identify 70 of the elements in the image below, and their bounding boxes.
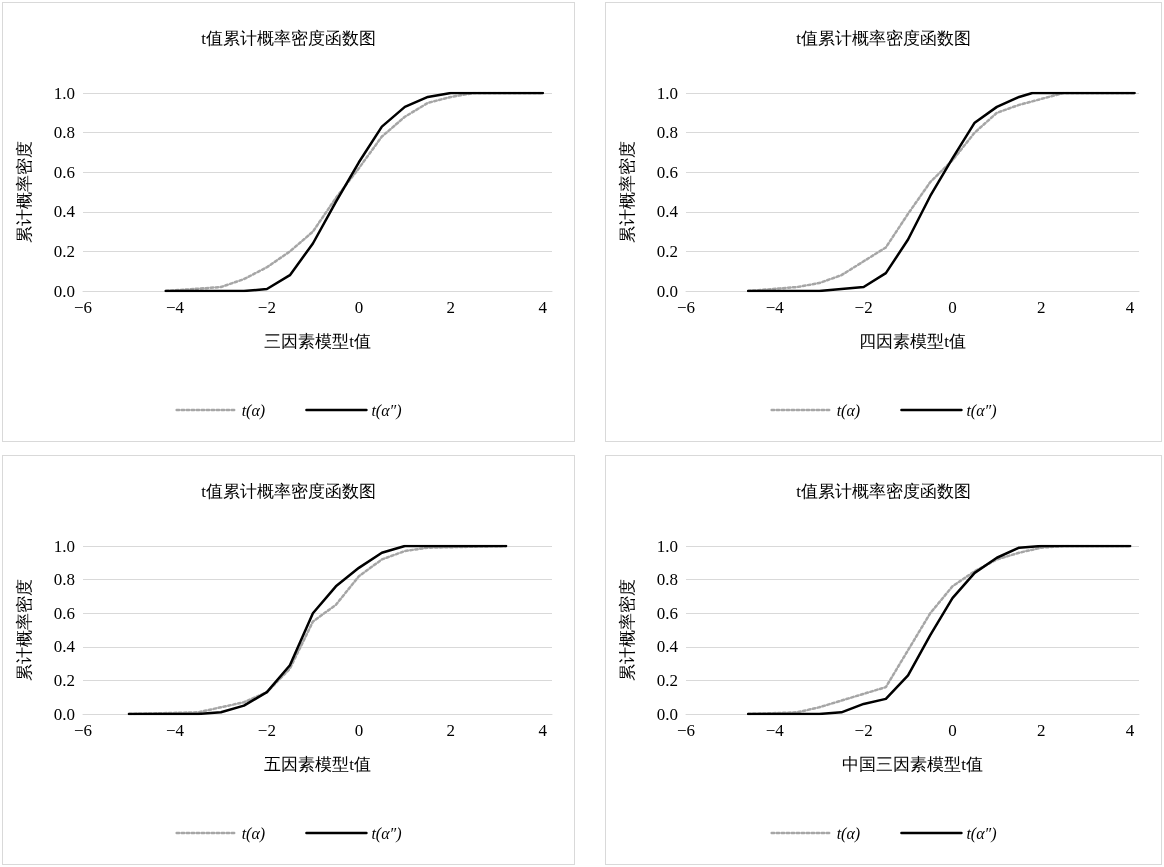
y-axis-title: 累计概率密度 [15,141,34,243]
legend-label: t(α″) [371,824,402,843]
x-tick-label: −6 [73,298,93,317]
x-tick-label: −6 [676,298,696,317]
x-tick-label: −2 [257,721,276,740]
y-tick-label: 0.2 [53,670,75,690]
y-tick-label: 0.4 [656,202,679,222]
y-tick-label: 0.0 [53,704,75,724]
y-tick-label: 1.0 [53,536,75,556]
y-tick-label: 0.4 [53,202,76,222]
chart-title: t值累计概率密度函数图 [201,482,376,501]
y-tick-label: 0.0 [656,281,678,301]
legend-label: t(α) [836,824,861,843]
y-tick-label: 0.2 [53,241,75,261]
x-tick-label: 2 [1037,721,1046,740]
x-tick-label: 0 [948,721,957,740]
x-tick-label: 4 [538,721,548,740]
chart-title: t值累计概率密度函数图 [201,29,376,48]
x-tick-label: −4 [165,298,185,317]
x-tick-label: 2 [446,721,456,740]
y-tick-label: 0.8 [656,123,678,143]
x-tick-label: −6 [73,721,93,740]
x-axis-title: 五因素模型t值 [264,755,371,774]
x-tick-label: −2 [854,298,873,317]
x-tick-label: −4 [765,721,785,740]
x-tick-label: 4 [1125,298,1135,317]
x-tick-label: 0 [948,298,957,317]
y-tick-label: 0.6 [656,162,678,182]
x-tick-label: 2 [1037,298,1046,317]
y-tick-label: 1.0 [656,536,678,556]
x-tick-label: 2 [446,298,456,317]
y-axis-title: 累计概率密度 [618,141,637,243]
y-tick-label: 0.6 [656,603,678,623]
x-tick-label: 0 [354,298,364,317]
y-tick-label: 0.8 [53,123,75,143]
chart-title: t值累计概率密度函数图 [796,482,971,501]
legend-label: t(α″) [966,401,997,420]
legend-label: t(α) [241,401,266,420]
y-tick-label: 1.0 [53,83,75,103]
x-tick-label: −2 [854,721,873,740]
y-axis-title: 累计概率密度 [15,579,34,681]
x-tick-label: −4 [165,721,185,740]
y-tick-label: 0.8 [656,570,678,590]
y-tick-label: 0.4 [53,637,76,657]
y-tick-label: 0.6 [53,162,75,182]
y-tick-label: 0.2 [656,241,678,261]
x-tick-label: −6 [676,721,696,740]
legend-label: t(α″) [966,824,997,843]
y-tick-label: 1.0 [656,83,678,103]
x-axis-title: 中国三因素模型t值 [842,755,983,774]
legend-label: t(α) [836,401,861,420]
y-tick-label: 0.8 [53,570,75,590]
x-tick-label: 4 [1125,721,1135,740]
y-axis-title: 累计概率密度 [618,579,637,681]
legend-label: t(α) [241,824,266,843]
y-tick-label: 0.0 [53,281,75,301]
x-axis-title: 四因素模型t值 [859,332,966,351]
x-axis-title: 三因素模型t值 [264,332,371,351]
legend-label: t(α″) [371,401,402,420]
y-tick-label: 0.2 [656,670,678,690]
x-tick-label: 4 [538,298,548,317]
x-tick-label: −2 [257,298,276,317]
x-tick-label: 0 [354,721,364,740]
line-series [127,544,508,716]
y-tick-label: 0.6 [53,603,75,623]
y-tick-label: 0.0 [656,704,678,724]
line-series [746,544,1132,716]
y-tick-label: 0.4 [656,637,679,657]
chart-title: t值累计概率密度函数图 [796,29,971,48]
x-tick-label: −4 [765,298,785,317]
